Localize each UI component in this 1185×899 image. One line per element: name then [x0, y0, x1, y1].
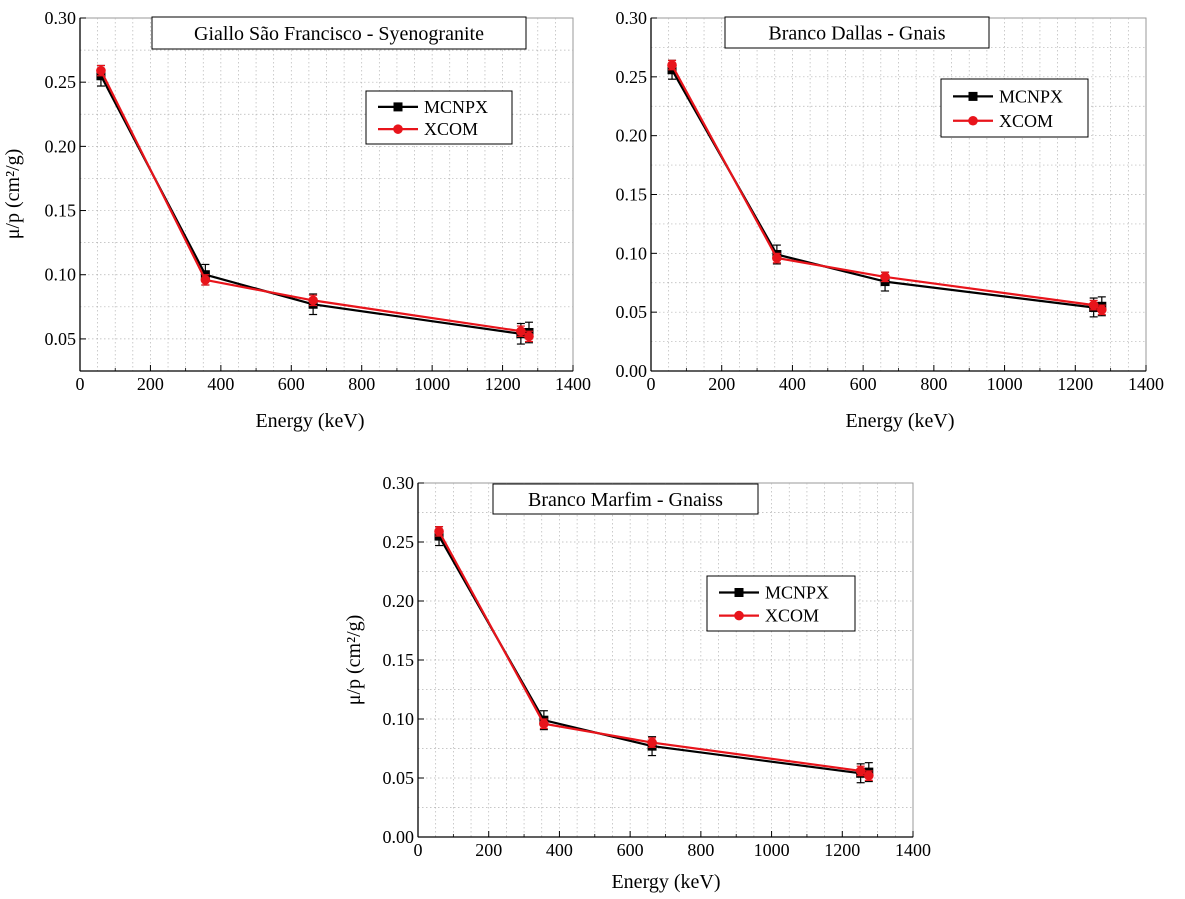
data-point — [772, 253, 782, 263]
data-point — [308, 295, 318, 306]
x-tick-label: 800 — [348, 374, 375, 394]
x-tick-label: 1000 — [987, 374, 1023, 394]
y-tick-label: 0.30 — [383, 473, 415, 493]
chart-title: Branco Dallas - Gnais — [768, 23, 945, 45]
x-tick-label: 0 — [76, 374, 85, 394]
grid — [651, 18, 1146, 371]
x-tick-label: 200 — [137, 374, 164, 394]
legend-box — [706, 575, 856, 632]
x-tick-label: 1200 — [824, 840, 860, 860]
legend: MCNPX XCOM — [706, 575, 856, 632]
y-tick-label: 0.30 — [45, 8, 77, 28]
x-tick-label: 200 — [708, 374, 735, 394]
data-point — [96, 65, 106, 76]
y-tick-label: 0.15 — [616, 185, 648, 205]
data-point — [647, 737, 657, 748]
y-tick-label: 0.20 — [383, 591, 415, 611]
legend-swatch-marker — [968, 115, 978, 126]
series-xcom — [434, 526, 874, 781]
legend-swatch-marker — [393, 102, 403, 112]
data-point — [864, 770, 874, 781]
grid — [418, 483, 913, 837]
data-point — [516, 326, 526, 337]
y-tick-label: 0.05 — [616, 302, 648, 322]
y-tick-label: 0.10 — [383, 709, 415, 729]
x-tick-label: 1200 — [1057, 374, 1093, 394]
x-tick-label: 0 — [647, 374, 656, 394]
x-tick-label: 600 — [278, 374, 305, 394]
x-tick-label: 1000 — [754, 840, 790, 860]
series-xcom — [96, 64, 534, 343]
x-tick-label: 1400 — [1128, 374, 1164, 394]
y-tick-label: 0.25 — [45, 72, 77, 92]
x-axis-label: Energy (keV) — [255, 410, 364, 432]
grid — [80, 18, 573, 371]
x-tick-label: 1200 — [485, 374, 521, 394]
legend-label-xcom: XCOM — [765, 606, 819, 626]
data-point — [200, 275, 211, 285]
x-tick-label: 600 — [850, 374, 877, 394]
data-point — [1088, 300, 1099, 310]
chart-branco-dallas: 0 200 400 600 800 1000 1200 1400 0.00 0.05 0.10 0.1… — [616, 8, 1165, 432]
x-tick-label: 200 — [475, 840, 502, 860]
x-tick-label: 400 — [207, 374, 234, 394]
legend-label-mcnpx: MCNPX — [424, 97, 488, 117]
y-tick-label: 0.20 — [45, 136, 77, 156]
chart-title: Branco Marfim - Gnaiss — [528, 489, 723, 511]
y-tick-label: 0.05 — [45, 329, 77, 349]
y-tick-label: 0.00 — [383, 827, 415, 847]
y-tick-label: 0.30 — [616, 8, 648, 28]
data-point — [667, 60, 677, 70]
chart-title: Giallo São Francisco - Syenogranite — [194, 23, 484, 45]
data-point — [539, 718, 549, 729]
data-point — [880, 272, 890, 282]
legend-swatch-marker — [734, 610, 744, 621]
x-tick-label: 800 — [687, 840, 714, 860]
data-point — [855, 766, 866, 776]
data-point — [524, 331, 534, 342]
x-tick-label: 400 — [779, 374, 806, 394]
x-tick-label: 800 — [920, 374, 947, 394]
y-tick-label: 0.10 — [45, 265, 77, 285]
x-axis-label: Energy (keV) — [611, 871, 720, 893]
legend-label-mcnpx: MCNPX — [765, 583, 829, 603]
legend-label-mcnpx: MCNPX — [999, 86, 1063, 106]
chart-giallo-sao-francisco: 0 200 400 600 800 1000 1200 1400 0.05 0.10 0.15 0.2… — [2, 8, 591, 432]
y-tick-label: 0.15 — [383, 650, 415, 670]
y-tick-label: 0.05 — [383, 768, 415, 788]
legend-label-xcom: XCOM — [424, 119, 478, 139]
title-box — [724, 16, 990, 49]
y-tick-label: 0.25 — [383, 532, 415, 552]
y-tick-label: 0.20 — [616, 126, 648, 146]
y-tick-label: 0.10 — [616, 243, 648, 263]
legend-box — [365, 90, 513, 145]
x-tick-label: 1400 — [555, 374, 591, 394]
legend-box — [940, 78, 1089, 138]
legend-label-xcom: XCOM — [999, 111, 1053, 131]
title-box — [151, 16, 527, 50]
series-xcom — [667, 59, 1107, 316]
x-tick-label: 1000 — [414, 374, 450, 394]
chart-branco-marfim: 0 200 400 600 800 1000 1200 1400 0.00 0.05 0.10 0.1… — [343, 473, 931, 893]
legend-swatch-marker — [393, 124, 403, 134]
x-tick-label: 600 — [617, 840, 644, 860]
y-axis-label: μ/p (cm²/g) — [343, 615, 365, 706]
legend: MCNPX XCOM — [940, 78, 1089, 138]
data-point — [1097, 305, 1107, 315]
y-tick-label: 0.00 — [616, 361, 648, 381]
y-tick-label: 0.25 — [616, 67, 648, 87]
legend-swatch-marker — [968, 91, 978, 101]
x-axis-label: Energy (keV) — [845, 410, 954, 432]
x-tick-label: 1400 — [895, 840, 931, 860]
title-box — [492, 483, 759, 515]
data-point — [434, 526, 444, 537]
y-tick-label: 0.15 — [45, 201, 77, 221]
legend-swatch-marker — [734, 588, 744, 597]
y-axis-label: μ/p (cm²/g) — [2, 149, 24, 240]
x-tick-label: 400 — [546, 840, 573, 860]
x-tick-label: 0 — [414, 840, 423, 860]
